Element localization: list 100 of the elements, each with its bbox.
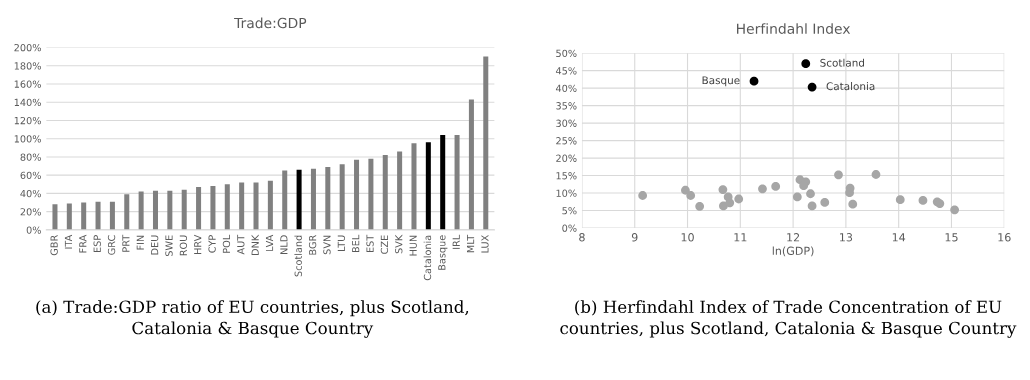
- bar: [468, 99, 474, 230]
- point: [820, 198, 830, 207]
- x-tick-label: BGR: [308, 235, 317, 255]
- x-tick-label: LUX: [481, 235, 489, 253]
- point: [895, 195, 905, 205]
- bar: [454, 135, 460, 230]
- x-tick-label: EST: [366, 234, 374, 253]
- x-tick-label: ITA: [64, 234, 73, 249]
- x-tick-label: SWE: [165, 235, 173, 257]
- x-tick-label: AUT: [237, 234, 245, 255]
- x-tick-label: FRA: [79, 234, 87, 253]
- bar: [296, 169, 302, 230]
- y-tick-label: 20%: [556, 154, 577, 162]
- point: [734, 194, 744, 204]
- x-tick-label: 10: [681, 233, 694, 242]
- point: [918, 195, 928, 205]
- point: [806, 189, 815, 199]
- y-tick-label: 20%: [20, 208, 41, 216]
- point: [749, 76, 759, 86]
- y-tick-label: 60%: [20, 171, 41, 180]
- y-tick-label: 0%: [26, 226, 41, 234]
- bar: [397, 151, 403, 230]
- point: [848, 199, 858, 209]
- chart-title: Trade:GDP: [234, 17, 307, 29]
- bar: [325, 166, 331, 230]
- x-axis-title: ln(GDP): [772, 246, 814, 257]
- bar: [382, 155, 388, 230]
- x-tick-label: GRC: [107, 235, 116, 255]
- x-tick-label: LVA: [265, 234, 274, 251]
- point: [718, 185, 728, 194]
- bar: [253, 182, 259, 230]
- y-tick-label: 200%: [14, 43, 41, 52]
- text: (a) Trade:GDP ratio of EU countries, plus Scotland, Catalonia & Basque Country: [36, 300, 469, 338]
- point: [792, 192, 802, 202]
- bar: [339, 164, 345, 230]
- x-tick-label: ESP: [93, 235, 101, 252]
- bar: [95, 201, 101, 230]
- point: [950, 205, 960, 215]
- x-tick-label: 16: [998, 233, 1011, 242]
- bar: [52, 204, 58, 230]
- bar: [440, 135, 446, 230]
- bar: [483, 56, 489, 230]
- y-tick-label: 5%: [562, 207, 577, 215]
- y-tick-label: 45%: [555, 67, 577, 75]
- y-tick-label: 10%: [556, 189, 577, 197]
- x-tick-label: PRT: [122, 234, 130, 252]
- x-tick-label: LTU: [337, 235, 345, 251]
- x-tick-label: DNK: [251, 234, 259, 255]
- x-tick-label: MLT: [467, 234, 475, 253]
- annotation: Catalonia: [826, 82, 875, 91]
- x-tick-label: NLD: [280, 235, 288, 254]
- point: [758, 184, 767, 194]
- x-tick-label: Basque: [438, 235, 448, 270]
- x-tick-label: GBR: [50, 235, 58, 256]
- bar: [282, 170, 288, 230]
- x-tick-label: 9: [631, 233, 638, 242]
- y-tick-label: 40%: [20, 189, 41, 198]
- bar: [267, 180, 273, 230]
- x-tick-label: SVN: [323, 235, 331, 255]
- x-tick-label: ROU: [179, 235, 188, 256]
- text: (b) Herfindahl Index of Trade Concentration of EU countries, plus Scotland, Catalonia & Basque Country: [560, 300, 1017, 338]
- bar: [425, 142, 431, 230]
- point: [638, 191, 648, 200]
- annotation: Basque: [702, 76, 740, 87]
- bar: [81, 202, 87, 230]
- bar: [109, 201, 115, 230]
- y-tick-label: 120%: [14, 116, 41, 125]
- x-tick-label: POL: [222, 234, 231, 253]
- point: [681, 185, 690, 195]
- x-tick-label: FIN: [136, 235, 144, 250]
- y-tick-label: 180%: [14, 62, 41, 70]
- y-tick-label: 40%: [555, 84, 577, 92]
- y-tick-label: 35%: [556, 102, 577, 110]
- bar: [196, 187, 202, 230]
- x-tick-label: HRV: [194, 234, 202, 254]
- y-tick-label: 160%: [14, 80, 41, 88]
- x-tick-label: 14: [892, 233, 906, 242]
- x-tick-label: IRL: [452, 234, 460, 249]
- y-tick-label: 0%: [562, 224, 577, 232]
- x-tick-label: BEL: [352, 234, 360, 253]
- bar: [224, 184, 230, 230]
- bar: [310, 168, 316, 230]
- x-tick-label: SVK: [395, 234, 403, 254]
- y-tick-label: 100%: [14, 135, 41, 143]
- point: [801, 59, 811, 69]
- x-tick-label: 15: [945, 233, 958, 242]
- bar: [368, 158, 374, 230]
- bar: [354, 159, 360, 230]
- bar: [167, 190, 173, 230]
- bar: [239, 182, 245, 230]
- point: [725, 198, 735, 208]
- y-tick-label: 15%: [556, 172, 577, 180]
- point: [807, 82, 817, 92]
- x-tick-label: CYP: [208, 235, 216, 253]
- x-tick-label: 12: [787, 233, 800, 242]
- x-tick-label: DEU: [151, 235, 159, 255]
- x-tick-label: 13: [840, 233, 853, 242]
- bar: [152, 190, 158, 230]
- y-tick-label: 25%: [556, 137, 577, 145]
- bar: [138, 191, 144, 230]
